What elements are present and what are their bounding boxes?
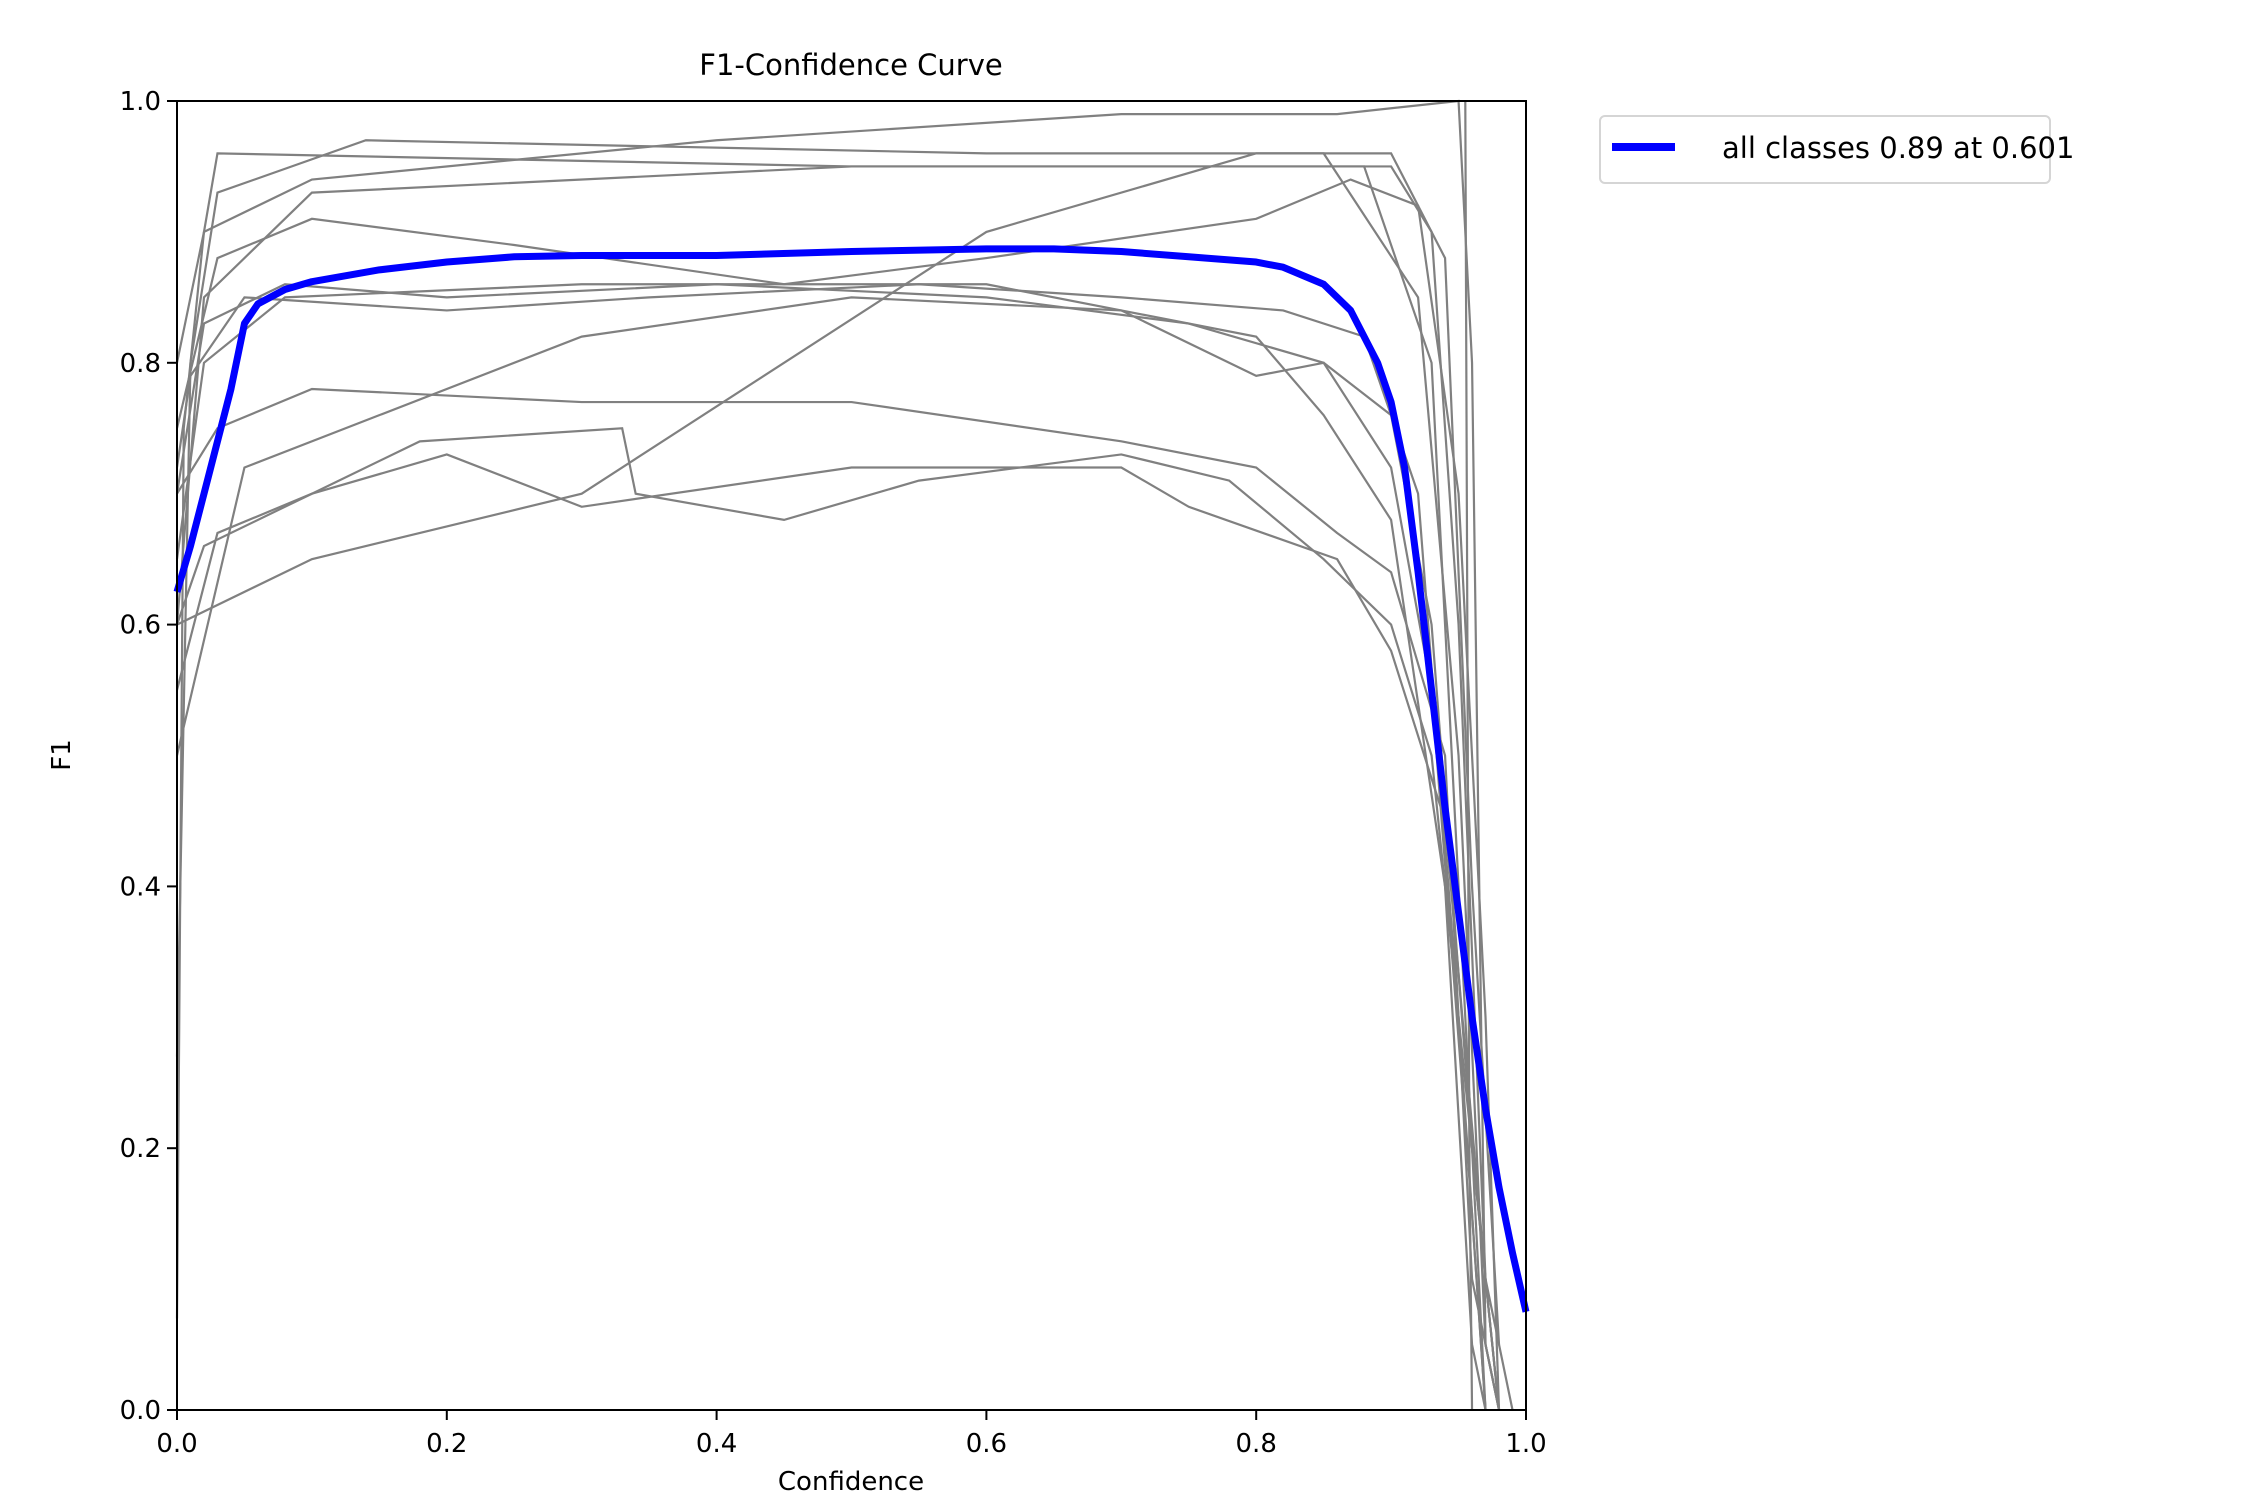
y-tick-label: 0.8: [120, 349, 161, 379]
class-curves: [175, 99, 1514, 1411]
class-curve-6: [175, 453, 1514, 1411]
x-axis-label: Confidence: [778, 1467, 924, 1497]
y-tick-label: 0.4: [120, 872, 161, 902]
class-curve-8: [175, 178, 1501, 1411]
all-classes-curve: [173, 245, 1530, 1313]
y-tick-label: 0.2: [120, 1134, 161, 1164]
legend: all classes 0.89 at 0.601: [1599, 115, 2074, 184]
y-tick-label: 0.0: [120, 1396, 161, 1426]
all-classes-curve-group: [173, 245, 1530, 1313]
class-curve-7: [175, 283, 1501, 1411]
y-tick-label: 1.0: [120, 87, 161, 117]
class-curve-9: [175, 99, 1501, 1411]
x-tick-label: 0.0: [156, 1429, 197, 1459]
plot-frame: [176, 100, 1527, 1411]
class-curve-1: [175, 139, 1501, 1411]
x-tick-label: 0.6: [966, 1429, 1007, 1459]
class-curve-10: [175, 283, 1487, 1411]
class-curve-3: [175, 283, 1487, 1411]
y-tick-label: 0.6: [120, 611, 161, 641]
x-tick-label: 1.0: [1505, 1429, 1546, 1459]
legend-label-all-classes: all classes 0.89 at 0.601: [1722, 131, 2074, 165]
class-curve-12: [176, 152, 1501, 1345]
x-tick-label: 0.2: [426, 1429, 467, 1459]
class-curve-13: [1464, 100, 1474, 1411]
x-tick-label: 0.4: [696, 1429, 737, 1459]
x-tick-label: 0.8: [1236, 1429, 1277, 1459]
legend-box: [1599, 115, 2051, 184]
y-axis-label: F1: [47, 739, 77, 771]
x-axis: 0.0 0.2 0.4 0.6 0.8 1.0: [156, 1410, 1547, 1459]
class-curve-0: [175, 152, 1501, 1411]
y-axis: 0.0 0.2 0.4 0.6 0.8 1.0: [120, 87, 177, 1426]
class-curve-5: [175, 427, 1501, 1411]
chart-title: F1-Confidence Curve: [699, 48, 1002, 82]
class-curve-2: [175, 165, 1487, 1411]
class-curve-4: [176, 387, 1501, 1411]
